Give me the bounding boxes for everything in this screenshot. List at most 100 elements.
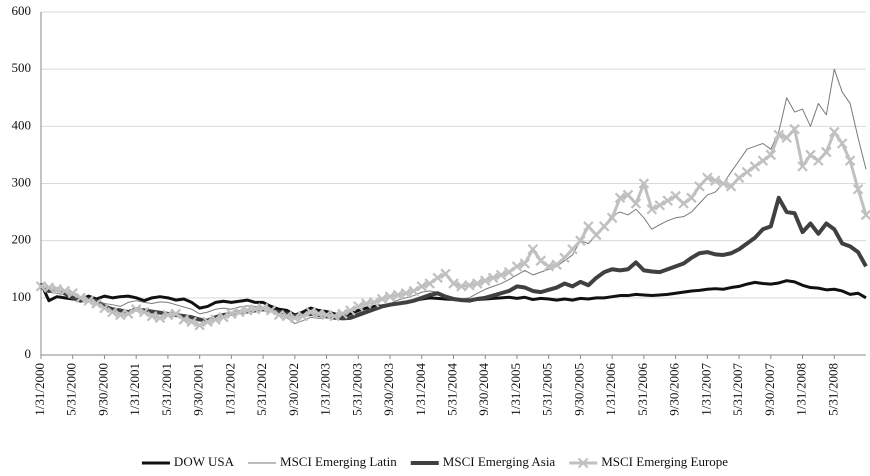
x-marker xyxy=(527,243,539,255)
x-marker xyxy=(836,138,848,149)
x-marker xyxy=(821,146,832,158)
x-marker xyxy=(249,303,261,315)
x-tick-label: 1/31/2003 xyxy=(318,363,333,416)
x-marker xyxy=(622,189,634,201)
x-marker xyxy=(448,278,459,289)
x-marker xyxy=(511,261,523,272)
x-marker xyxy=(384,291,396,302)
legend-marker xyxy=(577,457,589,469)
x-tick-label: 1/31/2008 xyxy=(794,363,809,416)
x-tick-label: 5/31/2007 xyxy=(730,363,745,416)
x-marker xyxy=(297,310,309,322)
x-tick-label: 5/31/2008 xyxy=(825,363,840,416)
x-marker xyxy=(75,292,86,304)
x-marker xyxy=(107,306,118,318)
x-tick-label: 1/31/2004 xyxy=(413,363,428,416)
x-tick-label: 1/31/2001 xyxy=(127,363,142,416)
x-tick-label: 5/31/2006 xyxy=(635,363,650,416)
x-marker xyxy=(368,297,380,308)
x-marker xyxy=(749,161,761,172)
legend-label: MSCI Emerging Asia xyxy=(443,454,556,469)
x-marker xyxy=(670,190,681,202)
x-marker xyxy=(234,306,245,318)
legend-label: DOW USA xyxy=(174,454,235,469)
x-marker xyxy=(329,310,340,322)
x-marker xyxy=(503,266,515,278)
x-marker xyxy=(138,306,150,318)
x-marker xyxy=(733,172,745,184)
x-tick-label: 5/31/2005 xyxy=(540,363,555,416)
x-marker xyxy=(43,282,55,293)
x-marker xyxy=(313,308,324,320)
x-marker xyxy=(345,305,356,316)
x-marker xyxy=(519,258,531,269)
y-tick-label: 200 xyxy=(12,232,32,247)
x-marker xyxy=(567,243,578,255)
x-marker xyxy=(678,198,689,209)
x-tick-label: 9/30/2005 xyxy=(571,363,586,416)
x-marker xyxy=(598,221,610,232)
x-marker xyxy=(202,316,213,328)
y-tick-label: 300 xyxy=(12,174,32,189)
x-tick-label: 9/30/2004 xyxy=(476,363,491,416)
x-marker xyxy=(91,298,102,309)
x-marker xyxy=(99,302,110,314)
x-marker xyxy=(416,281,428,292)
x-marker xyxy=(487,272,499,284)
x-marker xyxy=(741,166,753,178)
x-marker xyxy=(194,319,205,331)
x-marker xyxy=(702,172,713,184)
x-marker xyxy=(559,252,570,264)
x-marker xyxy=(59,285,71,297)
y-tick-label: 600 xyxy=(12,3,32,18)
x-marker xyxy=(392,289,404,301)
x-tick-label: 1/31/2005 xyxy=(508,363,523,416)
x-marker xyxy=(844,155,856,166)
x-marker xyxy=(400,287,412,299)
x-marker xyxy=(789,123,800,135)
x-marker xyxy=(67,287,79,299)
x-marker xyxy=(432,272,443,284)
x-marker xyxy=(186,316,197,328)
y-tick-label: 400 xyxy=(12,117,32,132)
x-marker xyxy=(710,175,721,186)
legend: DOW USA MSCI Emerging Latin MSCI Emerging … xyxy=(141,454,728,469)
x-marker xyxy=(479,275,491,286)
x-marker xyxy=(178,314,190,325)
y-tick-label: 100 xyxy=(12,289,32,304)
x-marker xyxy=(606,212,618,224)
x-marker xyxy=(614,192,626,204)
x-marker xyxy=(781,132,792,144)
series-line xyxy=(40,127,868,327)
x-tick-label: 5/31/2001 xyxy=(159,363,174,416)
x-marker xyxy=(210,314,221,325)
x-marker xyxy=(765,149,777,161)
x-marker xyxy=(257,302,269,314)
x-marker xyxy=(130,303,142,315)
x-marker xyxy=(353,301,364,312)
x-marker xyxy=(654,199,666,211)
legend-label: MSCI Emerging Latin xyxy=(280,454,397,469)
x-tick-label: 9/30/2003 xyxy=(381,363,396,416)
x-marker xyxy=(757,155,769,166)
x-marker xyxy=(495,269,507,281)
x-marker xyxy=(360,298,372,309)
x-marker xyxy=(154,312,166,324)
x-marker xyxy=(543,261,554,272)
x-marker xyxy=(646,203,658,215)
x-marker xyxy=(686,192,697,204)
x-marker xyxy=(630,198,642,209)
x-marker xyxy=(321,309,332,321)
x-marker xyxy=(464,279,475,291)
x-marker xyxy=(797,161,808,172)
x-tick-label: 9/30/2001 xyxy=(191,363,206,416)
x-tick-label: 5/31/2000 xyxy=(64,363,79,416)
x-marker xyxy=(265,305,277,316)
x-marker xyxy=(852,183,864,195)
x-marker xyxy=(122,308,134,320)
x-marker xyxy=(773,129,785,141)
x-marker xyxy=(472,278,483,289)
x-marker xyxy=(170,308,182,320)
x-marker xyxy=(694,181,705,192)
